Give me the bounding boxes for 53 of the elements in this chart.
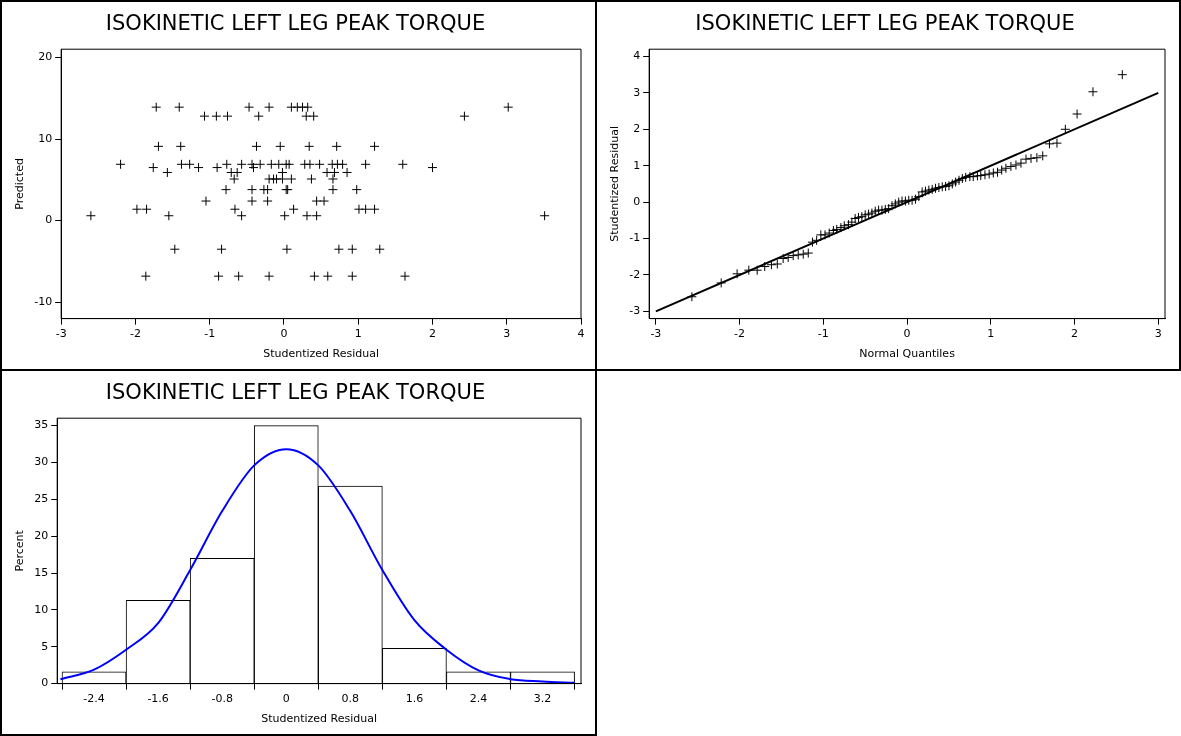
y-tick-label: 20 [34, 529, 49, 543]
x-tick-label: 1 [987, 327, 995, 341]
y-tick-label: 4 [633, 49, 641, 63]
y-tick-label: -3 [629, 304, 641, 318]
y-tick-label: 35 [34, 418, 49, 432]
x-tick-label: -2.4 [83, 692, 105, 706]
y-tick-label: -1 [629, 231, 641, 245]
y-tick-label: 1 [633, 158, 641, 172]
y-tick-label: -2 [629, 267, 641, 281]
x-tick-label: 2.4 [469, 692, 488, 706]
y-tick-label: 20 [38, 50, 53, 64]
x-tick-label: -1 [204, 327, 216, 341]
y-tick-label: 10 [34, 602, 49, 616]
x-tick-label: -3 [650, 327, 662, 341]
y-tick-label: 15 [34, 565, 49, 579]
x-tick-label: 1 [354, 327, 362, 341]
x-tick-label: 1.6 [405, 692, 424, 706]
x-tick-label: 3 [1154, 327, 1162, 341]
x-axis-title: Studentized Residual [263, 347, 380, 361]
x-tick-label: 0 [282, 692, 290, 706]
y-axis-title: Studentized Residual [608, 125, 622, 242]
x-tick-label: 4 [577, 327, 585, 341]
y-tick-label: 0 [633, 194, 641, 208]
x-tick-label: -1.6 [147, 692, 169, 706]
x-tick-label: 0.8 [341, 692, 360, 706]
y-axis-title: Predicted [13, 158, 27, 210]
y-tick-label: 30 [34, 455, 49, 469]
chart-title: ISOKINETIC LEFT LEG PEAK TORQUE [105, 380, 486, 405]
x-tick-label: -3 [55, 327, 67, 341]
y-axis-title: Percent [13, 529, 27, 572]
x-tick-label: -2 [734, 327, 746, 341]
x-tick-label: -0.8 [211, 692, 233, 706]
x-tick-label: -1 [817, 327, 829, 341]
chart-title: ISOKINETIC LEFT LEG PEAK TORQUE [105, 11, 486, 36]
x-tick-label: 2 [1071, 327, 1079, 341]
y-tick-label: 2 [633, 122, 641, 136]
x-tick-label: 3.2 [533, 692, 552, 706]
y-tick-label: 25 [34, 492, 49, 506]
x-axis-title: Normal Quantiles [859, 347, 956, 361]
y-tick-label: 3 [633, 85, 641, 99]
chart-title: ISOKINETIC LEFT LEG PEAK TORQUE [695, 11, 1075, 36]
y-tick-label: 5 [41, 639, 49, 653]
y-tick-label: -10 [34, 295, 53, 309]
y-tick-label: 0 [45, 213, 53, 227]
y-tick-label: 10 [38, 131, 53, 145]
y-tick-label: 0 [41, 676, 49, 690]
x-tick-label: 2 [428, 327, 436, 341]
x-tick-label: 3 [503, 327, 511, 341]
x-tick-label: 0 [903, 327, 911, 341]
x-tick-label: 0 [280, 327, 288, 341]
x-tick-label: -2 [129, 327, 141, 341]
x-axis-title: Studentized Residual [261, 712, 378, 726]
line-series [59, 448, 576, 684]
